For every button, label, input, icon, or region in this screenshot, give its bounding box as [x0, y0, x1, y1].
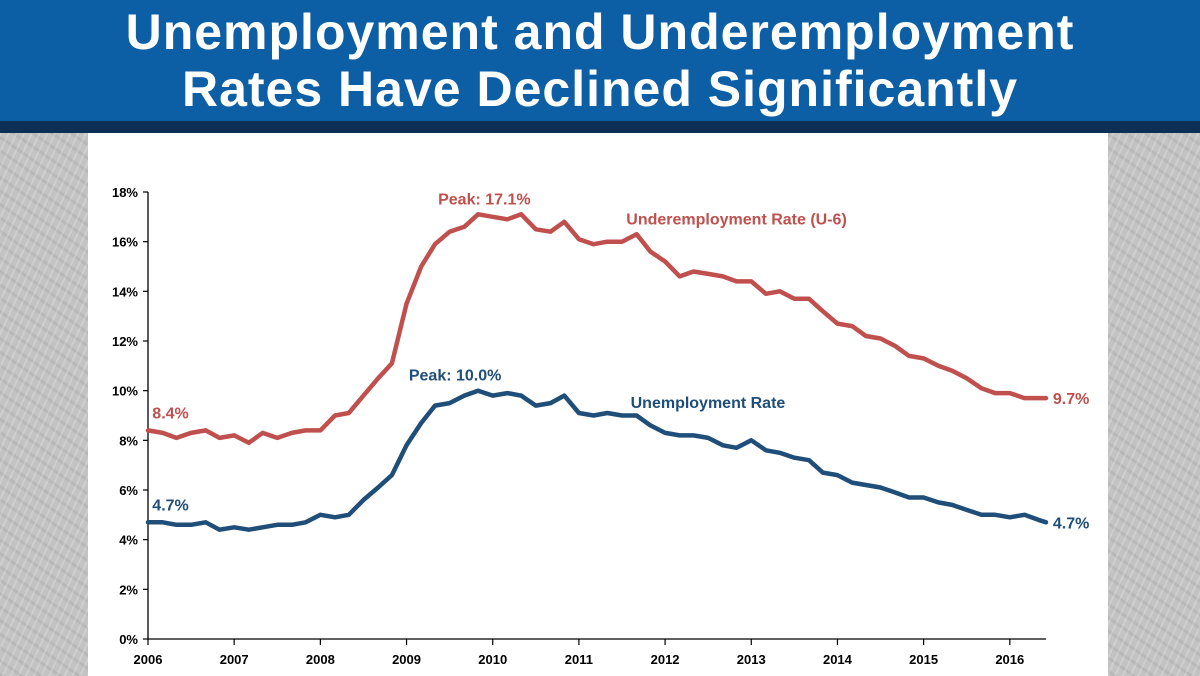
- page-title-line-2: Rates Have Declined Significantly: [181, 61, 1019, 117]
- underemployment-rate-line: [145, 212, 1049, 446]
- x-axis-tick-label: 2011: [565, 652, 593, 667]
- chart-annotation: 8.4%: [152, 405, 188, 422]
- y-axis-tick-label: 16%: [112, 235, 138, 250]
- chart-annotation: 9.7%: [1053, 391, 1089, 408]
- title-banner-stripe: [0, 121, 1200, 133]
- chart-panel: 0% 2% 4% 6% 8% 10% 12% 14% 16% 18% 2006 2007 2008 200…: [88, 133, 1108, 676]
- x-axis-tick-label: 2013: [737, 652, 766, 667]
- chart-annotation: Unemployment Rate: [631, 395, 786, 412]
- y-axis-tick-label: 2%: [119, 582, 138, 597]
- y-axis-tick-label: 10%: [112, 384, 138, 399]
- unemployment-rate-line: [145, 388, 1049, 532]
- y-axis-tick-label: 12%: [112, 334, 138, 349]
- x-axis-tick-label: 2014: [823, 652, 853, 667]
- chart-annotation: 4.7%: [152, 497, 188, 514]
- y-axis-tick-label: 6%: [119, 483, 138, 498]
- x-axis-tick-label: 2009: [392, 652, 421, 667]
- page-title: Unemployment and Underemployment Rates H…: [0, 4, 1200, 118]
- chart-annotation: Peak: 10.0%: [409, 368, 502, 385]
- chart-annotation: Peak: 17.1%: [438, 191, 531, 208]
- y-axis-tick-label: 4%: [119, 533, 138, 548]
- chart-annotation: Underemployment Rate (U-6): [626, 211, 846, 228]
- x-axis-tick-label: 2016: [995, 652, 1024, 667]
- line-chart: 0% 2% 4% 6% 8% 10% 12% 14% 16% 18% 2006 2007 2008 200…: [112, 185, 1089, 667]
- y-axis-tick-label: 8%: [119, 433, 138, 448]
- title-banner: Unemployment and Underemployment Rates H…: [0, 0, 1200, 121]
- x-axis-tick-label: 2006: [134, 652, 163, 667]
- x-axis-tick-label: 2015: [909, 652, 938, 667]
- x-axis-tick-label: 2008: [306, 652, 335, 667]
- chart-annotation: 4.7%: [1053, 515, 1089, 532]
- y-axis-tick-label: 14%: [112, 284, 138, 299]
- x-axis-tick-label: 2010: [478, 652, 507, 667]
- x-axis-tick-label: 2007: [220, 652, 249, 667]
- page-title-line-1: Unemployment and Underemployment: [125, 4, 1075, 60]
- x-axis-tick-label: 2012: [651, 652, 680, 667]
- y-axis-tick-label: 0%: [119, 632, 138, 647]
- y-axis-tick-label: 18%: [112, 185, 138, 200]
